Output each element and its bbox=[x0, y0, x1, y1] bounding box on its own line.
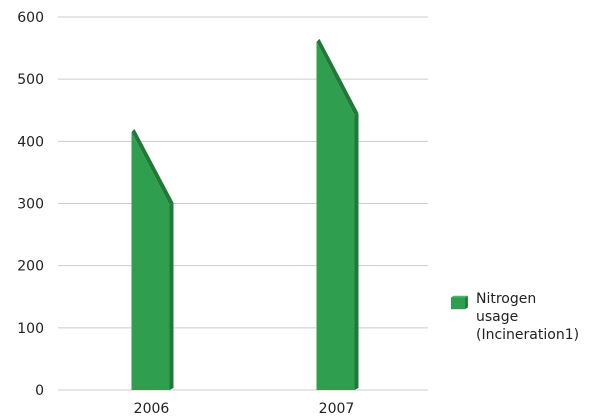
legend-label: Nitrogen usage (Incineration1) bbox=[476, 291, 580, 343]
legend-swatch bbox=[451, 295, 468, 310]
y-tick-label: 200 bbox=[17, 259, 44, 275]
bar bbox=[131, 132, 170, 390]
bar bbox=[316, 41, 355, 390]
legend: Nitrogen usage (Incineration1) bbox=[448, 290, 611, 344]
x-tick-label: 2006 bbox=[134, 401, 170, 417]
bar-side bbox=[169, 202, 174, 390]
x-tick-label: 2007 bbox=[319, 401, 355, 417]
y-axis: 0 100 200 300 400 500 600 bbox=[17, 10, 44, 399]
y-tick-label: 100 bbox=[17, 321, 44, 337]
y-tick-label: 600 bbox=[17, 10, 44, 26]
y-tick-label: 0 bbox=[35, 383, 44, 399]
y-tick-label: 500 bbox=[17, 72, 44, 88]
bar-top-edge bbox=[316, 38, 359, 116]
y-tick-label: 300 bbox=[17, 197, 44, 213]
y-tick-label: 400 bbox=[17, 134, 44, 150]
gridlines bbox=[58, 16, 428, 391]
x-axis: 2006 2007 bbox=[134, 401, 355, 417]
bar-top-edge bbox=[131, 129, 174, 205]
bars bbox=[131, 38, 359, 391]
bar-side bbox=[354, 113, 359, 391]
